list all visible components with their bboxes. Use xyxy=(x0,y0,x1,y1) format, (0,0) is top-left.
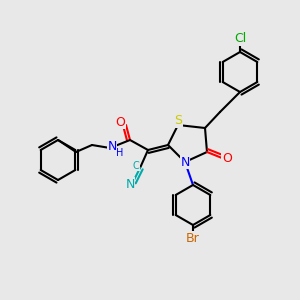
Text: C: C xyxy=(133,161,140,171)
Text: H: H xyxy=(116,148,124,158)
Text: N: N xyxy=(107,140,117,152)
Text: O: O xyxy=(222,152,232,164)
Text: S: S xyxy=(174,115,182,128)
Text: N: N xyxy=(180,155,190,169)
Text: Br: Br xyxy=(186,232,200,244)
Text: N: N xyxy=(125,178,135,190)
Text: O: O xyxy=(115,116,125,128)
Text: Cl: Cl xyxy=(234,32,246,46)
